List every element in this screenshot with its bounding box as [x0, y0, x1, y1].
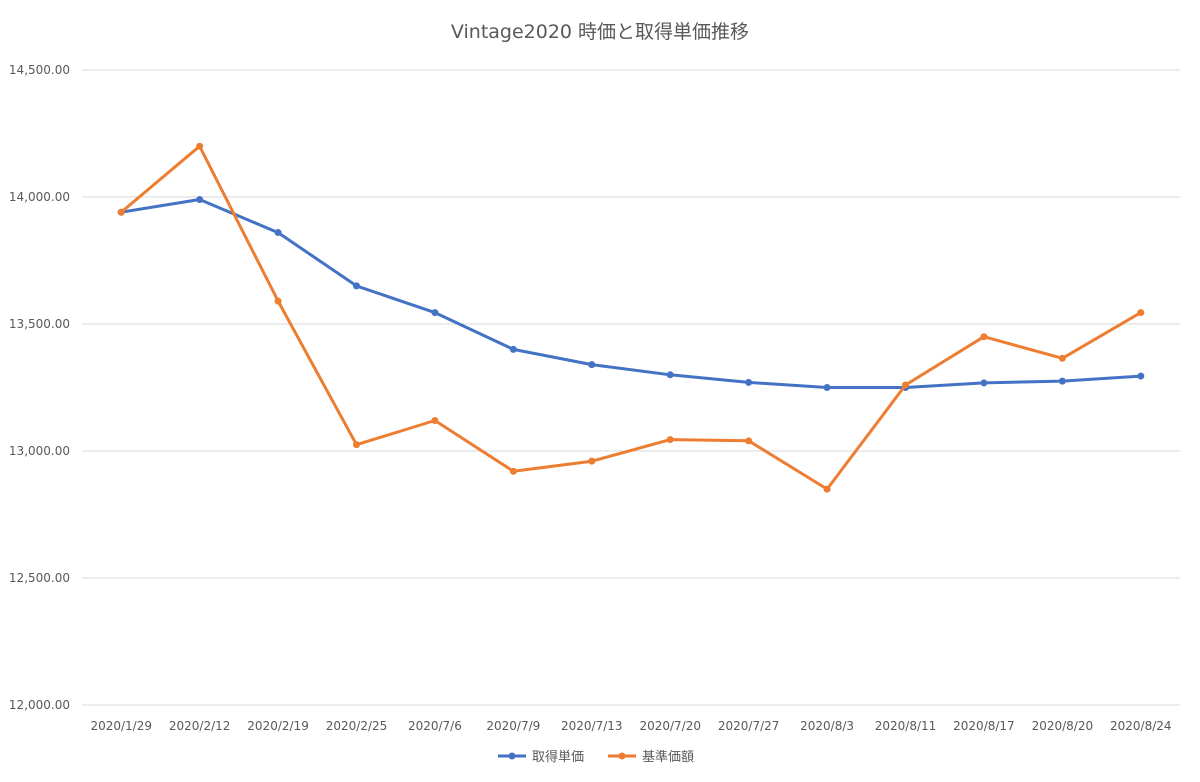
data-point [745, 378, 753, 386]
data-point [353, 441, 360, 449]
y-tick-label: 12,500.00 [9, 571, 70, 585]
data-point [588, 457, 596, 465]
data-point [666, 436, 674, 444]
data-point [431, 417, 439, 425]
legend: 取得単価 基準価額 [498, 749, 694, 765]
x-tick-label: 2020/8/3 [800, 719, 854, 733]
x-axis-tick-labels: 2020/1/29 2020/2/12 2020/2/19 2020/2/25 2020… [90, 719, 1171, 733]
x-tick-label: 2020/7/20 [639, 719, 701, 733]
gridlines [82, 69, 1180, 706]
legend-item: 取得単価 [498, 749, 584, 765]
data-point [745, 437, 753, 445]
data-point [274, 229, 282, 237]
data-point [666, 371, 674, 379]
y-tick-label: 14,000.00 [9, 190, 70, 204]
legend-marker [618, 752, 626, 760]
y-tick-label: 12,000.00 [9, 698, 70, 712]
legend-marker [508, 752, 516, 760]
legend-item: 基準価額 [608, 749, 694, 765]
data-point [823, 384, 831, 391]
data-point [1058, 354, 1066, 362]
chart-title: Vintage2020 時価と取得単価推移 [451, 21, 749, 43]
x-tick-label: 2020/8/20 [1032, 719, 1094, 733]
x-tick-label: 2020/2/12 [169, 719, 231, 733]
data-point [274, 297, 282, 305]
x-tick-label: 2020/8/24 [1110, 719, 1172, 733]
data-point [1137, 309, 1145, 317]
data-point [902, 381, 909, 389]
y-axis-tick-labels: 12,000.00 12,500.00 13,000.00 13,500.00 14,0… [9, 63, 70, 712]
series-1 [117, 196, 1145, 391]
legend-label: 取得単価 [532, 749, 584, 765]
data-point [823, 485, 831, 493]
data-point [196, 142, 204, 150]
x-tick-label: 2020/2/19 [247, 719, 309, 733]
series-lines [117, 142, 1145, 493]
data-point [353, 282, 360, 290]
x-tick-label: 2020/7/6 [408, 719, 462, 733]
data-point [117, 208, 125, 216]
x-tick-label: 2020/2/25 [326, 719, 388, 733]
y-tick-label: 14,500.00 [9, 63, 70, 77]
data-point [509, 467, 517, 475]
data-point [588, 361, 596, 369]
x-tick-label: 2020/7/13 [561, 719, 623, 733]
data-point [980, 379, 988, 387]
series-line [119, 198, 1143, 389]
x-tick-label: 2020/7/27 [718, 719, 780, 733]
data-point [980, 333, 988, 341]
data-point [431, 309, 439, 317]
data-point [1137, 372, 1145, 380]
data-point [1058, 377, 1066, 385]
series-line [119, 144, 1143, 491]
series-2 [117, 142, 1145, 493]
x-tick-label: 2020/8/17 [953, 719, 1015, 733]
x-tick-label: 2020/7/9 [486, 719, 540, 733]
x-tick-label: 2020/1/29 [90, 719, 152, 733]
y-tick-label: 13,500.00 [9, 317, 70, 331]
data-point [509, 345, 517, 353]
x-tick-label: 2020/8/11 [875, 719, 937, 733]
legend-label: 基準価額 [642, 749, 694, 765]
data-point [196, 196, 204, 204]
y-tick-label: 13,000.00 [9, 444, 70, 458]
